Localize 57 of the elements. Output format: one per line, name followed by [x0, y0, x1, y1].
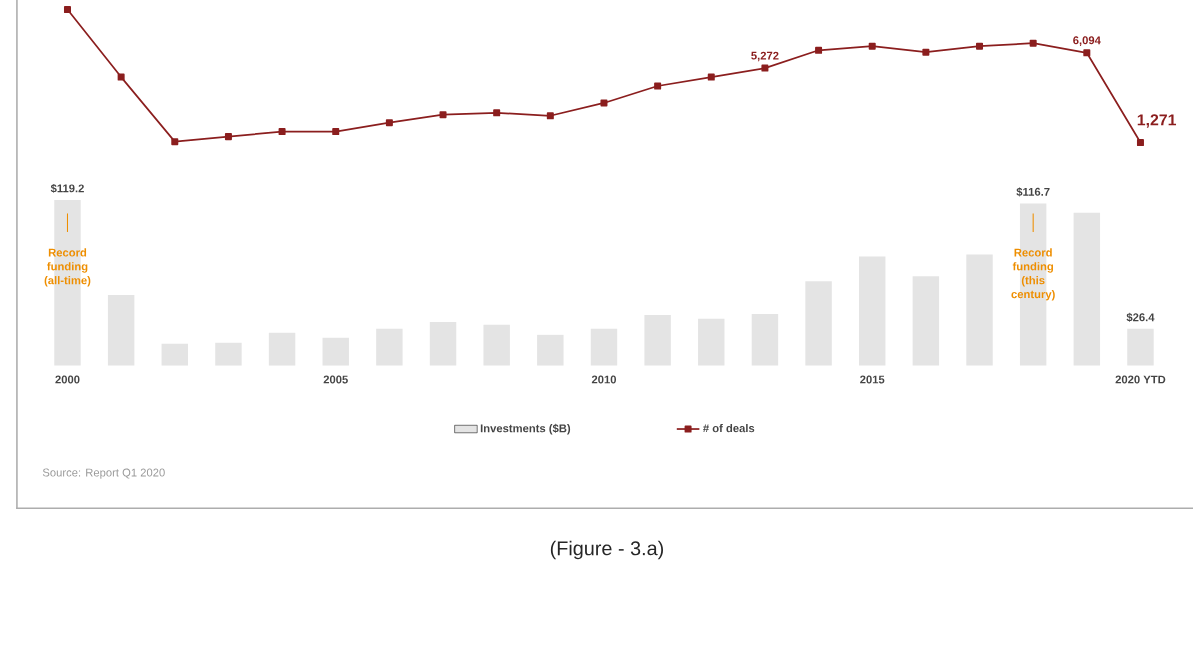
point	[439, 111, 447, 119]
point	[976, 42, 984, 50]
point	[1136, 139, 1144, 146]
point	[385, 119, 393, 127]
annotation: Record funding (all-time)	[44, 248, 91, 287]
point	[707, 73, 715, 81]
bar	[107, 295, 135, 366]
data-label: 6,094	[1073, 36, 1101, 46]
point	[63, 5, 71, 13]
point	[654, 82, 662, 90]
bar	[537, 334, 564, 366]
point	[600, 99, 608, 107]
bar	[268, 332, 296, 366]
x-tick-label: 2015	[860, 375, 885, 384]
bar	[376, 328, 403, 366]
bar	[859, 256, 886, 366]
annotation: Record funding (this century)	[1011, 248, 1055, 301]
bar	[322, 337, 349, 366]
data-label: $116.7	[1016, 187, 1050, 197]
data-label: $26.4	[1126, 312, 1155, 322]
bar	[805, 281, 832, 366]
data-label: 1,271	[1137, 114, 1177, 128]
bar	[429, 321, 457, 366]
point	[868, 42, 876, 50]
bar	[1073, 212, 1101, 366]
x-tick-label: 2020 YTD	[1115, 375, 1166, 384]
point	[815, 46, 823, 54]
bar	[644, 314, 671, 366]
point	[278, 128, 286, 136]
point	[761, 64, 769, 72]
bar	[215, 342, 242, 366]
point	[224, 133, 232, 141]
data-label: $119.2	[50, 183, 84, 193]
point	[332, 128, 340, 136]
bar	[751, 313, 779, 366]
legend-label: Investments ($B)	[480, 423, 571, 435]
x-tick-label: 2005	[323, 375, 348, 384]
x-tick-label: 2000	[55, 375, 80, 384]
bar	[912, 276, 940, 366]
point	[493, 109, 501, 117]
point	[117, 73, 125, 81]
point	[1083, 49, 1091, 57]
bar	[966, 254, 993, 366]
point	[546, 112, 554, 120]
point	[1029, 39, 1037, 47]
bar	[590, 328, 618, 366]
point	[922, 48, 930, 56]
text: (Figure - 3.a)	[550, 540, 664, 560]
legend-label: # of deals	[703, 423, 755, 433]
bar	[483, 324, 510, 366]
point	[171, 138, 179, 146]
data-label: 5,272	[751, 51, 779, 62]
bar	[1127, 328, 1154, 366]
bar	[698, 318, 725, 366]
bar	[161, 343, 189, 366]
source-note: Source: Report Q1 2020	[42, 468, 165, 479]
x-tick-label: 2010	[591, 375, 617, 384]
